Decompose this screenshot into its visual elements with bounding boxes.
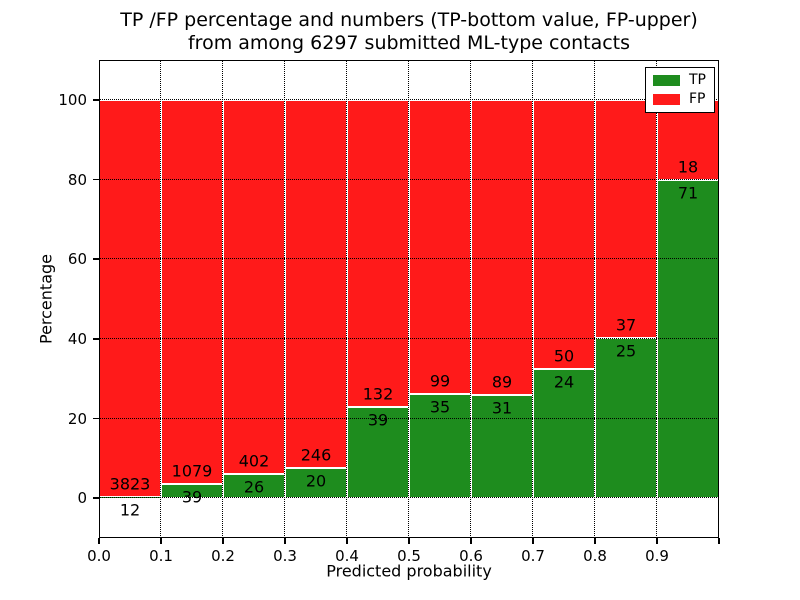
tp-count-label: 71 (677, 183, 699, 203)
x-tick-label: 0.4 (335, 547, 359, 565)
x-tick-label: 0.7 (521, 547, 545, 565)
x-tick-label: 0.3 (273, 547, 297, 565)
fp-count-label: 1079 (171, 461, 213, 481)
fp-count-label: 246 (300, 445, 332, 465)
tp-count-label: 25 (615, 341, 637, 361)
fp-bar (99, 99, 161, 497)
x-tick (718, 538, 720, 544)
x-tick-label: 0.0 (87, 547, 111, 565)
y-tick-label: 40 (67, 329, 87, 348)
y-tick-label: 60 (67, 250, 87, 269)
fp-bar (161, 99, 223, 485)
y-tick (93, 417, 99, 420)
fp-count-label: 99 (429, 371, 451, 391)
x-tick (222, 538, 224, 544)
legend: TP FP (645, 67, 715, 113)
x-tick (284, 538, 286, 544)
x-tick (656, 538, 658, 544)
legend-label-tp: TP (689, 72, 706, 89)
fp-count-label: 89 (491, 372, 513, 392)
fp-bar (533, 99, 595, 369)
tp-bar (285, 468, 347, 499)
x-tick (532, 538, 534, 544)
fp-count-label: 18 (677, 157, 699, 177)
y-tick (93, 338, 99, 340)
y-tick (93, 99, 99, 101)
gridline-horizontal (99, 178, 719, 180)
x-tick-label: 0.6 (459, 547, 483, 565)
x-tick-label: 0.9 (645, 547, 669, 565)
y-tick-label: 0 (77, 489, 87, 508)
x-tick (594, 538, 596, 544)
x-tick (98, 538, 100, 544)
y-tick (93, 497, 99, 499)
fp-bar (471, 99, 533, 396)
chart-title-line2: from among 6297 submitted ML-type contac… (187, 32, 631, 54)
tp-bar (409, 394, 471, 499)
fp-count-label: 132 (362, 384, 394, 404)
tp-count-label: 35 (429, 397, 451, 417)
tp-count-label: 26 (243, 477, 265, 497)
y-tick-label: 20 (67, 409, 87, 428)
gridline-vertical (160, 60, 162, 538)
y-tick (93, 258, 99, 260)
legend-item-tp: TP (653, 73, 707, 88)
chart-title: TP /FP percentage and numbers (TP-bottom… (99, 9, 719, 55)
y-tick-label: 100 (58, 90, 87, 109)
tp-count-label: 20 (305, 471, 327, 491)
fp-count-label: 50 (553, 346, 575, 366)
gridline-vertical (222, 60, 224, 538)
gridline-vertical (346, 60, 348, 538)
tp-count-label: 12 (119, 500, 141, 520)
gridline-horizontal (99, 338, 719, 340)
fp-bar (347, 99, 409, 408)
legend-label-fp: FP (689, 90, 706, 107)
x-tick (160, 538, 162, 544)
x-axis-label: Predicted probability (326, 561, 492, 581)
fp-count-label: 3823 (109, 474, 151, 494)
fp-bar (285, 99, 347, 469)
gridline-vertical (594, 60, 596, 538)
gridline-horizontal (99, 99, 719, 101)
x-tick-label: 0.1 (149, 547, 173, 565)
fp-count-label: 402 (238, 451, 270, 471)
legend-swatch-fp (653, 93, 680, 105)
fp-bar (409, 99, 471, 395)
fp-count-label: 37 (615, 315, 637, 335)
gridline-vertical (470, 60, 472, 538)
tp-count-label: 24 (553, 372, 575, 392)
x-tick (408, 538, 410, 544)
tp-bar (533, 368, 595, 499)
gridline-horizontal (99, 497, 719, 499)
legend-swatch-tp (653, 75, 680, 87)
x-tick-label: 0.8 (583, 547, 607, 565)
tp-count-label: 39 (181, 487, 203, 507)
tp-count-label: 31 (491, 398, 513, 418)
x-tick-label: 0.5 (397, 547, 421, 565)
gridline-horizontal (99, 417, 719, 419)
gridline-vertical (408, 60, 410, 538)
fp-bar (595, 99, 657, 338)
gridline-vertical (532, 60, 534, 538)
tp-count-label: 39 (367, 410, 389, 430)
gridline-vertical (284, 60, 286, 538)
y-tick (93, 178, 99, 181)
chart-title-line1: TP /FP percentage and numbers (TP-bottom… (120, 9, 698, 31)
x-tick (346, 538, 348, 544)
y-tick-label: 80 (67, 170, 87, 189)
gridline-horizontal (99, 258, 719, 260)
plot-area: TP FP 3823 12 1079 39 402 26 246 20 132 39 99 35 89 3… (99, 60, 719, 538)
x-tick (470, 538, 472, 544)
x-tick-label: 0.2 (211, 547, 235, 565)
legend-item-fp: FP (653, 90, 707, 107)
gridline-vertical (656, 60, 658, 538)
tp-bar (657, 180, 719, 499)
